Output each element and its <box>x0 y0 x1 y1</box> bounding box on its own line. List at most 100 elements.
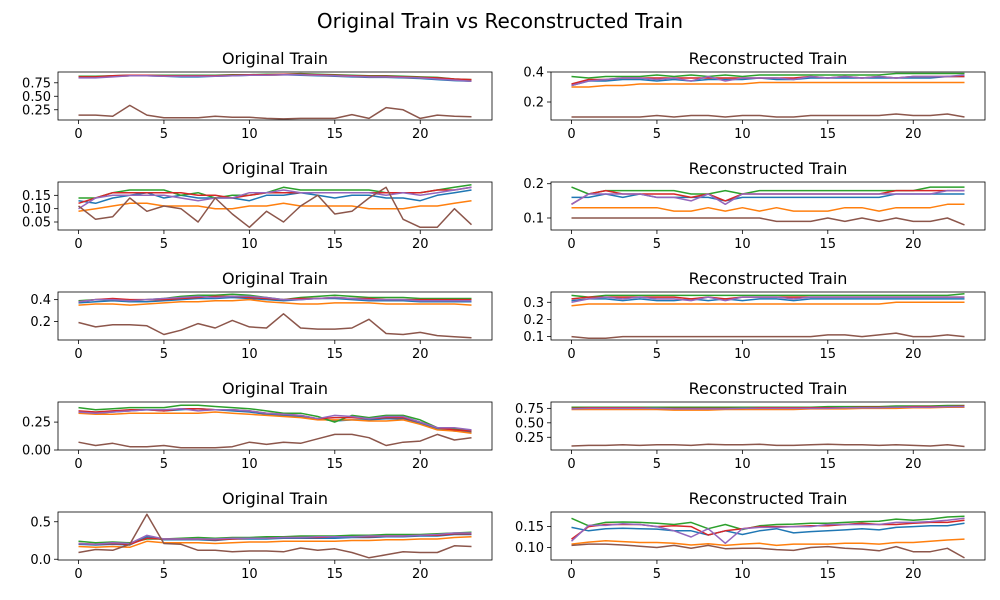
series-line-6 <box>571 443 965 448</box>
y-tick-label: 0.75 <box>22 76 51 91</box>
x-tick-label: 20 <box>905 237 922 252</box>
x-tick-label: 20 <box>412 237 429 252</box>
series-line-2 <box>78 411 472 435</box>
x-tick-label: 20 <box>905 347 922 362</box>
x-tick-label: 10 <box>241 237 258 252</box>
series-line-5 <box>571 189 965 206</box>
series-group <box>78 183 473 229</box>
y-tick-label: 0.4 <box>30 293 51 308</box>
x-tick-label: 20 <box>905 127 922 142</box>
series-line-2 <box>571 301 965 307</box>
series-group <box>571 404 965 448</box>
x-tick-label: 0 <box>567 347 575 362</box>
x-tick-label: 15 <box>820 127 837 142</box>
series-line-6 <box>78 104 472 120</box>
x-tick-label: 20 <box>905 567 922 582</box>
series-line-5 <box>570 517 965 545</box>
x-tick-label: 5 <box>653 127 661 142</box>
axes-frame <box>57 291 493 341</box>
series-line-2 <box>571 81 965 88</box>
series-line-1 <box>571 522 965 536</box>
axes-frame <box>550 511 986 561</box>
series-group <box>78 293 472 339</box>
x-tick-label: 20 <box>412 457 429 472</box>
axes-frame <box>550 181 986 231</box>
series-line-5 <box>78 73 472 82</box>
series-line-2 <box>571 203 965 212</box>
x-tick-label: 10 <box>241 567 258 582</box>
x-tick-label: 0 <box>74 237 82 252</box>
subplot-3: Original Train 0 5 10 15 20 0.050.100.15 <box>22 159 493 252</box>
x-tick-label: 0 <box>567 567 575 582</box>
y-tick-label: 0.00 <box>22 444 51 459</box>
y-tick-label: 0.5 <box>30 515 51 530</box>
x-tick-label: 5 <box>160 457 168 472</box>
series-line-5 <box>571 296 965 304</box>
series-line-2 <box>571 406 965 411</box>
x-tick-label: 5 <box>160 127 168 142</box>
x-tick-label: 0 <box>567 237 575 252</box>
y-tick-label: 0.3 <box>523 296 544 311</box>
x-tick-label: 0 <box>567 457 575 472</box>
subplot-title: Original Train <box>222 489 328 508</box>
axes-frame <box>57 181 493 231</box>
x-tick-label: 5 <box>160 567 168 582</box>
series-line-5 <box>78 532 472 546</box>
x-tick-label: 10 <box>734 567 751 582</box>
axes-frame <box>57 401 493 451</box>
subplot-9: Original Train 0 5 10 15 20 0.0 0.5 <box>30 489 493 582</box>
series-line-6 <box>78 513 472 559</box>
series-group <box>571 292 965 340</box>
y-tick-label: 0.50 <box>515 416 544 431</box>
y-tick-label: 0.25 <box>515 431 544 446</box>
y-tick-label: 0.2 <box>523 177 544 192</box>
subplot-title: Reconstructed Train <box>689 49 848 68</box>
x-tick-label: 10 <box>734 457 751 472</box>
series-line-2 <box>78 199 472 213</box>
x-tick-label: 10 <box>241 127 258 142</box>
subplot-title: Reconstructed Train <box>689 269 848 288</box>
series-line-2 <box>78 536 472 549</box>
x-tick-label: 15 <box>820 237 837 252</box>
subplot-2: Reconstructed Train 0 5 10 15 20 0.2 0.4 <box>523 49 986 142</box>
series-line-6 <box>78 313 472 339</box>
subplot-title: Reconstructed Train <box>689 489 848 508</box>
x-tick-label: 5 <box>653 567 661 582</box>
x-tick-label: 15 <box>820 347 837 362</box>
subplot-title: Original Train <box>222 379 328 398</box>
x-tick-label: 5 <box>653 347 661 362</box>
x-tick-label: 15 <box>327 457 344 472</box>
series-group <box>78 404 472 449</box>
series-line-3 <box>78 404 472 432</box>
x-tick-label: 15 <box>327 567 344 582</box>
subplot-title: Original Train <box>222 49 328 68</box>
y-tick-label: 0.15 <box>22 189 51 204</box>
x-tick-label: 10 <box>241 457 258 472</box>
y-tick-label: 0.15 <box>515 520 544 535</box>
y-tick-label: 0.75 <box>515 402 544 417</box>
x-tick-label: 20 <box>412 567 429 582</box>
subplot-title: Original Train <box>222 269 328 288</box>
y-tick-label: 0.25 <box>22 103 51 118</box>
subplot-1: Original Train 0 5 10 15 20 0.250.500.75 <box>22 49 493 142</box>
y-tick-label: 0.10 <box>22 202 51 217</box>
x-tick-label: 20 <box>905 457 922 472</box>
x-tick-label: 10 <box>241 347 258 362</box>
y-tick-label: 0.1 <box>523 212 544 227</box>
series-group <box>570 515 965 559</box>
x-tick-label: 5 <box>160 237 168 252</box>
y-tick-label: 0.2 <box>523 313 544 328</box>
series-group <box>571 186 965 226</box>
x-tick-label: 15 <box>327 237 344 252</box>
series-line-2 <box>78 298 472 306</box>
x-tick-label: 15 <box>820 457 837 472</box>
x-tick-label: 15 <box>327 347 344 362</box>
subplot-10: Reconstructed Train 0 5 10 15 20 0.10 0.15 <box>515 489 986 582</box>
x-tick-label: 0 <box>74 457 82 472</box>
y-tick-label: 0.05 <box>22 216 51 231</box>
x-tick-label: 5 <box>653 237 661 252</box>
x-tick-label: 5 <box>653 457 661 472</box>
subplot-title: Reconstructed Train <box>689 159 848 178</box>
